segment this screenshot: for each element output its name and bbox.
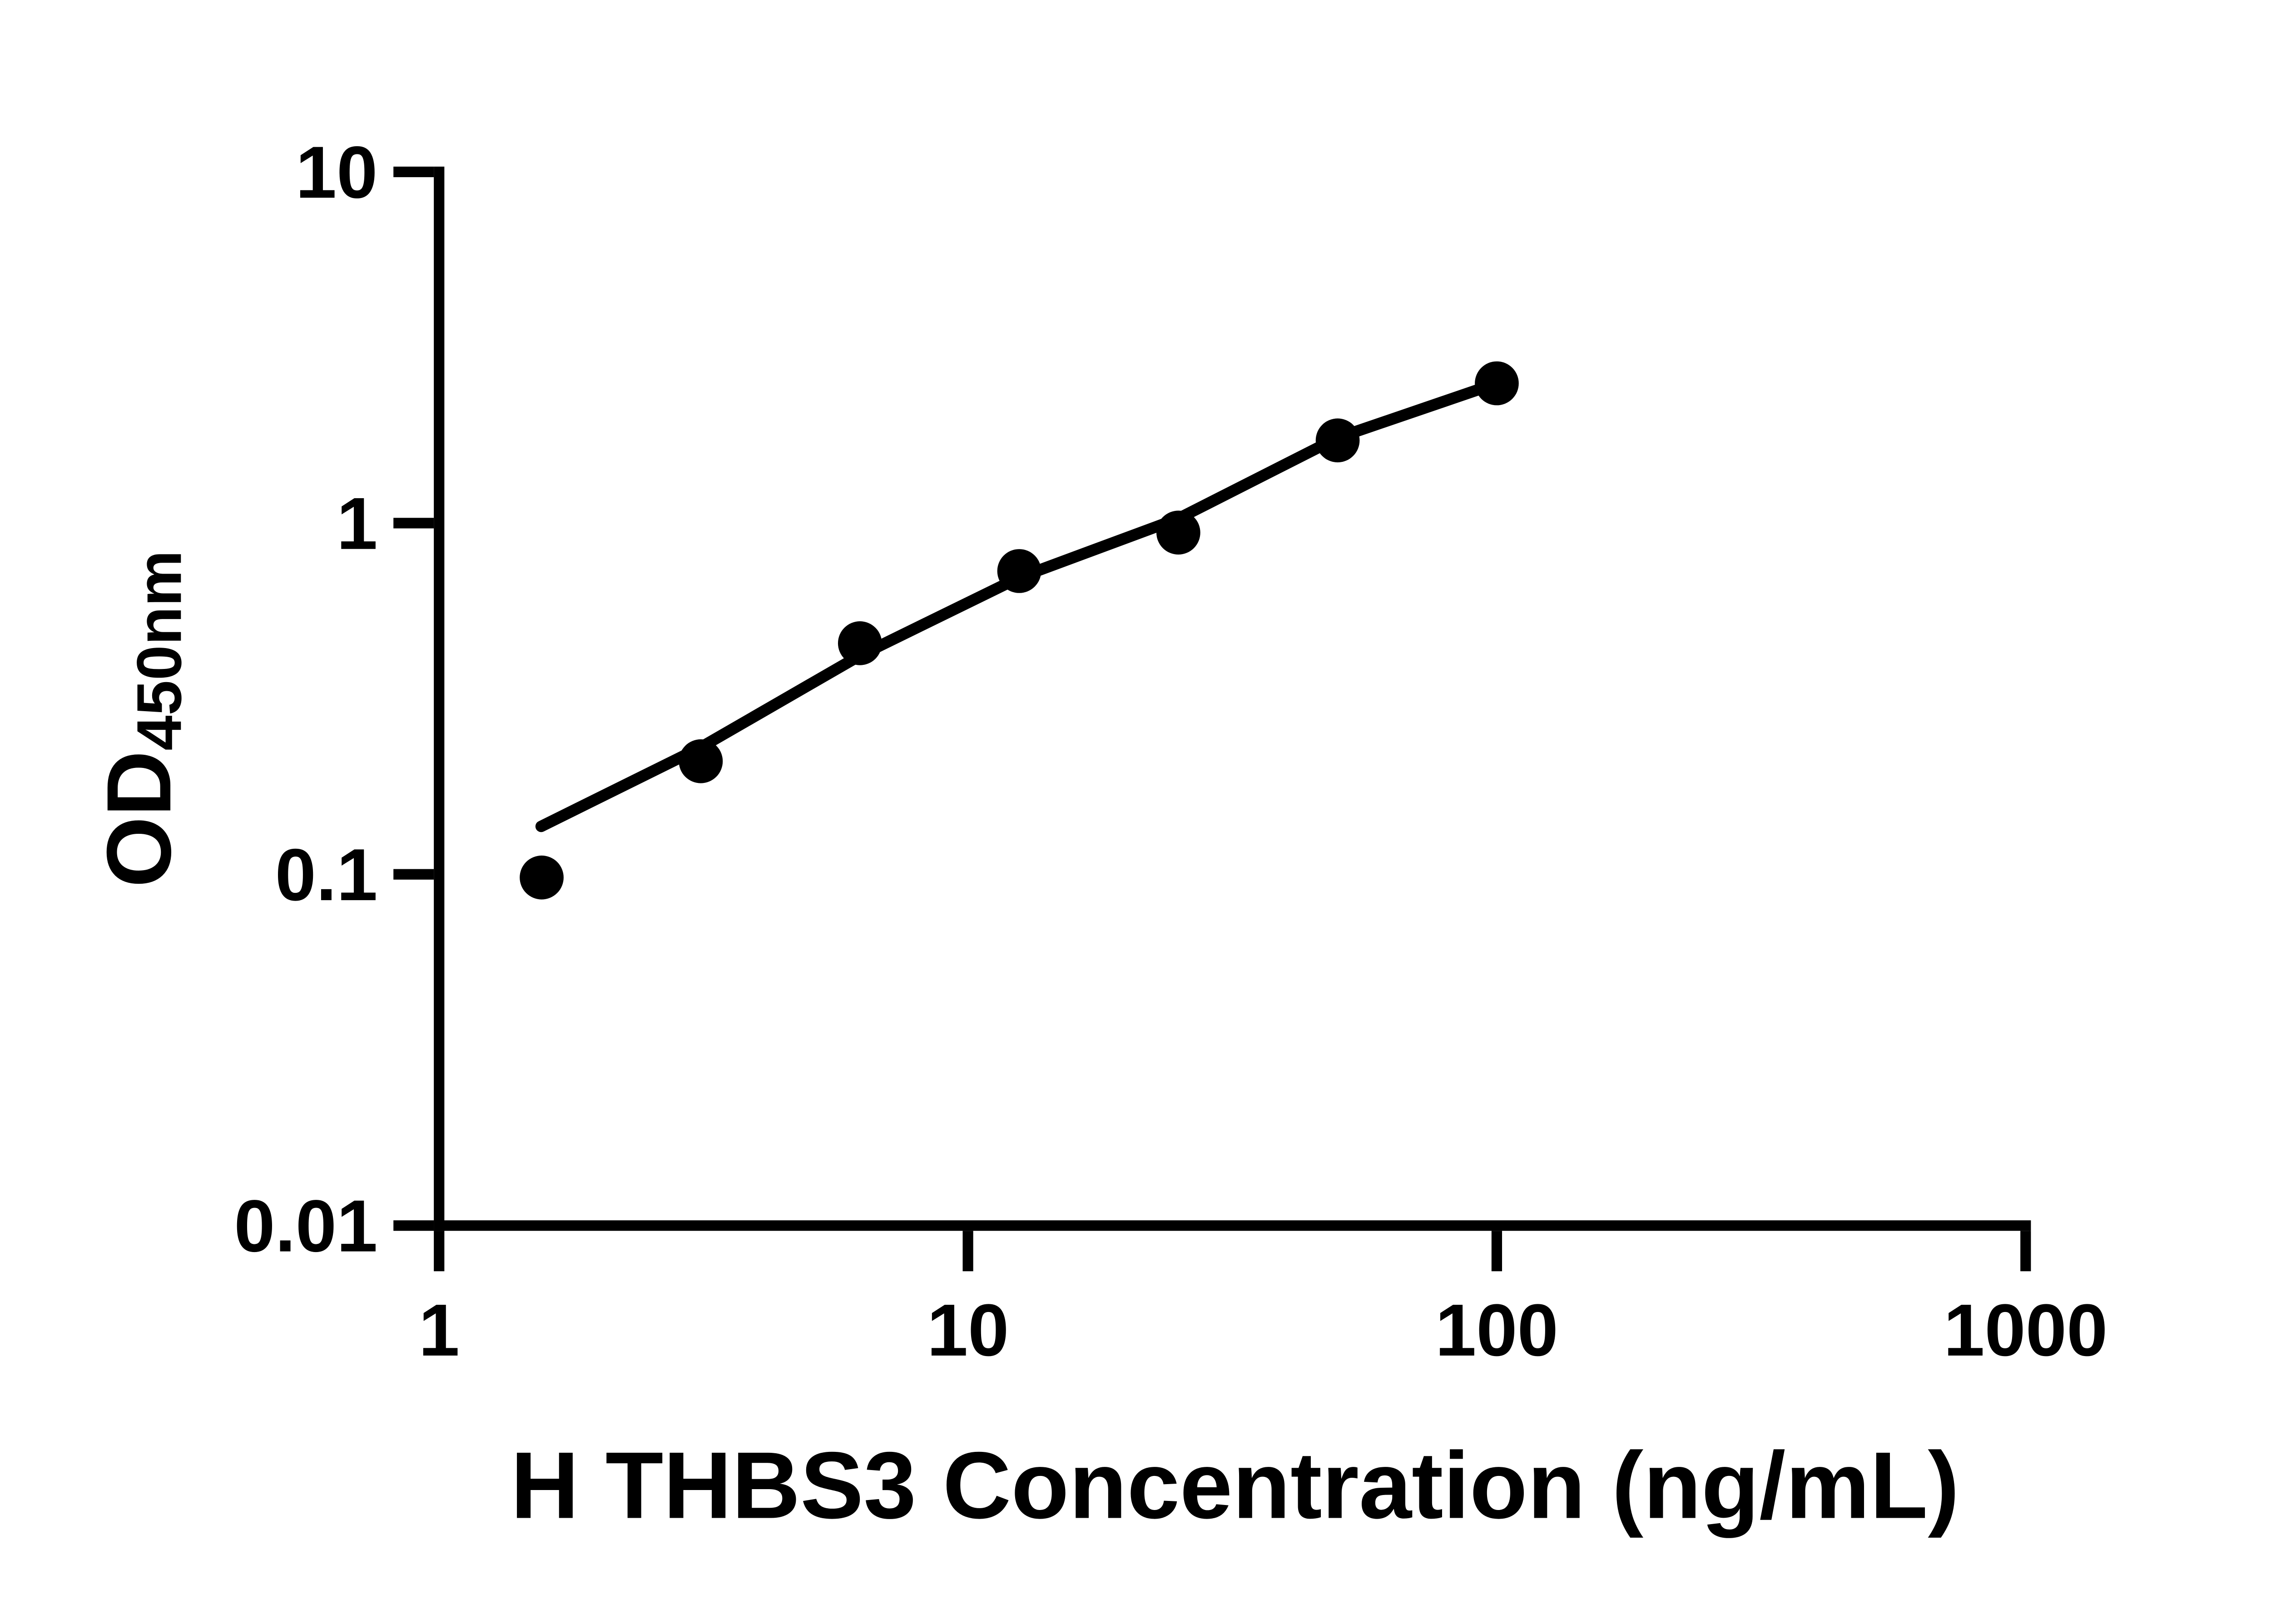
y-axis-title-subscript: 450nm	[124, 550, 194, 751]
data-point	[997, 549, 1041, 593]
y-axis-title: OD450nm	[88, 550, 194, 888]
y-tick-label: 1	[337, 483, 377, 565]
x-tick-label: 1	[419, 1289, 460, 1371]
data-point	[1315, 418, 1360, 463]
axes: 10 1 0.1 0.01 1 10 100 1000	[234, 131, 2107, 1371]
data-points	[520, 361, 1519, 900]
x-axis-title: H THBS3 Concentration (ng/mL)	[511, 1433, 1959, 1539]
data-point	[520, 855, 564, 900]
y-tick-label: 0.01	[234, 1185, 377, 1268]
x-axis-ticks: 1 10 100 1000	[419, 1231, 2107, 1371]
x-tick-label: 1000	[1944, 1289, 2107, 1371]
y-axis-title-main: OD	[88, 751, 190, 888]
data-point	[838, 621, 882, 665]
x-tick-label: 10	[927, 1289, 1009, 1371]
y-tick-label: 10	[296, 131, 378, 213]
data-point	[679, 739, 723, 783]
x-tick-label: 100	[1435, 1289, 1558, 1371]
data-point	[1475, 361, 1519, 406]
y-tick-label: 0.1	[275, 834, 378, 916]
data-point	[1156, 510, 1200, 555]
y-axis-ticks: 10 1 0.1 0.01	[234, 131, 434, 1268]
